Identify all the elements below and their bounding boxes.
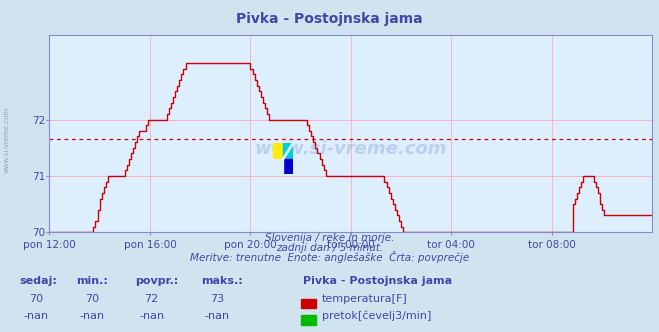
Text: pretok[čevelj3/min]: pretok[čevelj3/min]: [322, 310, 431, 321]
Text: www.si-vreme.com: www.si-vreme.com: [3, 106, 10, 173]
Text: -nan: -nan: [80, 311, 105, 321]
Text: -nan: -nan: [139, 311, 164, 321]
Text: -nan: -nan: [205, 311, 230, 321]
Text: sedaj:: sedaj:: [20, 276, 57, 286]
Text: 72: 72: [144, 294, 159, 304]
Text: 70: 70: [29, 294, 43, 304]
Text: 73: 73: [210, 294, 225, 304]
Text: Meritve: trenutne  Enote: anglešaške  Črta: povprečje: Meritve: trenutne Enote: anglešaške Črta…: [190, 251, 469, 263]
Text: Slovenija / reke in morje.: Slovenija / reke in morje.: [265, 233, 394, 243]
Bar: [283, 159, 293, 174]
Text: temperatura[F]: temperatura[F]: [322, 294, 407, 304]
Bar: [273, 159, 283, 174]
Text: maks.:: maks.:: [201, 276, 243, 286]
Text: www.si-vreme.com: www.si-vreme.com: [254, 140, 447, 158]
Text: povpr.:: povpr.:: [135, 276, 179, 286]
Bar: [283, 143, 293, 159]
Text: min.:: min.:: [76, 276, 107, 286]
Text: Pivka - Postojnska jama: Pivka - Postojnska jama: [303, 276, 452, 286]
Text: -nan: -nan: [24, 311, 49, 321]
Bar: [273, 143, 283, 159]
Text: 70: 70: [85, 294, 100, 304]
Text: Pivka - Postojnska jama: Pivka - Postojnska jama: [236, 12, 423, 26]
Text: zadnji dan / 5 minut.: zadnji dan / 5 minut.: [276, 243, 383, 253]
